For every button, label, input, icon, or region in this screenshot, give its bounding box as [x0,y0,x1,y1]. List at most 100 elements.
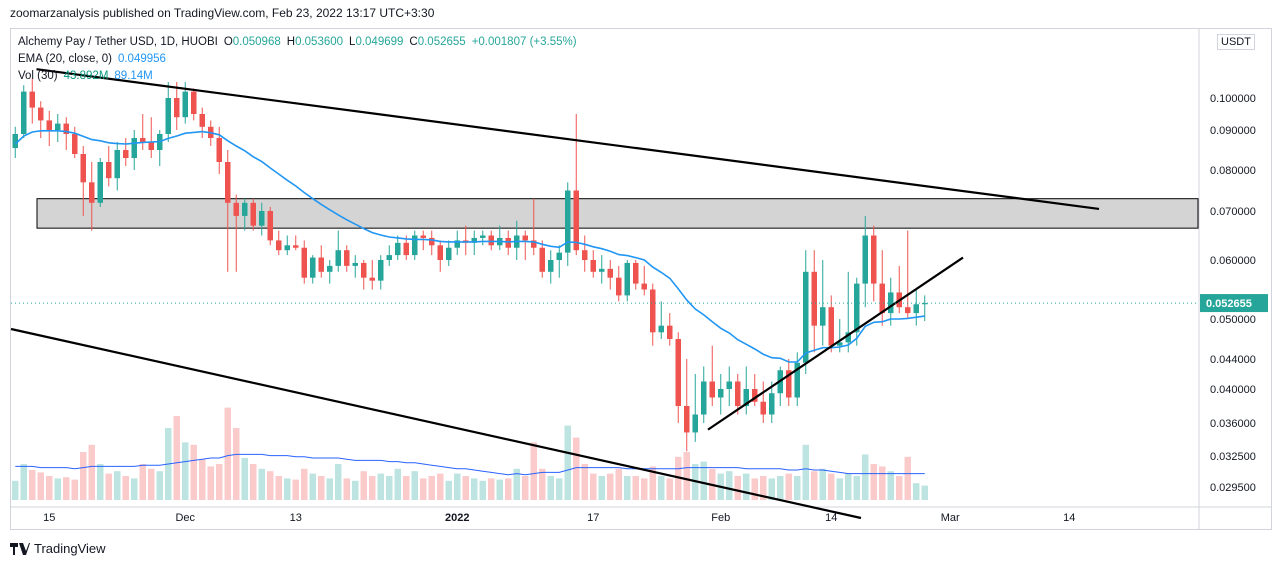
volume-bar [284,478,291,500]
candle-body [250,202,256,226]
candle-body [148,142,154,150]
candle-body [582,250,588,260]
volume-bar [649,466,656,500]
candle-body [403,242,409,256]
volume-bar [658,476,665,500]
volume-bar [403,476,410,500]
candle-body [165,98,171,134]
candle-body [752,389,758,402]
volume-bar [462,476,469,500]
candle-body [233,202,239,216]
candle-body [420,235,426,238]
candle-body [735,381,741,406]
volume-bar [173,416,180,500]
legend-ema-value: 0.049956 [117,53,166,65]
candle-body [599,268,605,272]
candle-body [72,134,78,154]
candle-body [191,91,197,114]
volume-bar [726,471,733,500]
candle-body [726,381,732,389]
candle-body [811,271,817,326]
time-tick-label: 17 [587,512,599,524]
price-tick-label: 0.100000 [1210,93,1256,105]
legend-volume-row[interactable]: Vol (30) 43.892M 89.14M [18,70,159,82]
volume-bar [819,468,826,500]
volume-bar [352,480,359,500]
candle-body [684,406,690,433]
candle-body [80,154,86,183]
volume-bar [581,464,588,500]
candle-body [225,162,231,203]
volume-ma-line [15,453,925,476]
volume-bar [802,444,809,500]
volume-bar [488,478,495,500]
volume-bar [471,478,478,500]
volume-bar [241,458,248,500]
volume-bar [105,473,112,500]
volume-bar [530,442,537,500]
candle-body [556,252,562,260]
candle-body [267,211,273,241]
volume-bar [258,468,265,500]
tradingview-logo-icon [10,542,30,555]
volume-bar [139,464,146,500]
candle-body [769,393,775,415]
time-tick-label: 13 [290,512,302,524]
volume-bar [445,480,452,500]
candle-body [437,245,443,260]
candle-body [573,190,579,251]
volume-bar [318,476,325,500]
candle-body [922,303,928,305]
candle-body [335,250,341,266]
volume-bar [598,476,605,500]
candle-body [871,235,877,284]
candle-body [548,260,554,272]
volume-bar [233,428,240,500]
volume-bar [267,471,274,500]
volume-bar [870,464,877,500]
legend-close: 0.052655 [417,36,466,48]
candle-body [616,277,622,296]
volume-bar [292,479,299,500]
volume-bar [760,476,767,500]
candle-body [565,190,571,253]
candle-body [641,283,647,290]
footer-brand[interactable]: TradingView [10,541,106,556]
candle-body [242,202,248,216]
candle-body [743,389,749,406]
chart-frame[interactable] [10,28,1272,530]
candle-body [786,370,792,398]
price-tick-label: 0.080000 [1210,165,1256,177]
legend-low: 0.049699 [355,36,404,48]
candle-body [12,134,18,148]
legend-close-label: C [409,36,418,48]
volume-bar [666,478,673,500]
volume-bar [743,473,750,500]
candle-body [760,401,766,415]
volume-bar [12,480,19,500]
candle-body [854,283,860,333]
volume-bar [386,476,393,500]
candle-body [454,240,460,248]
volume-bar [904,456,911,500]
volume-bar [437,473,444,500]
volume-bar [224,407,231,500]
volume-bar [199,459,206,500]
currency-label[interactable]: USDT [1217,34,1255,50]
trendline-upper-resistance [36,68,1100,211]
volume-bar [564,425,571,500]
volume-bar [301,468,308,500]
legend-vol-value1: 43.892M [63,70,109,82]
candle-body [709,381,715,398]
price-tick-label: 0.090000 [1210,125,1256,137]
candle-body [378,260,384,281]
volume-bar [80,452,87,500]
candle-body [879,283,885,314]
volume-bar [862,454,869,500]
ema-line [14,130,925,363]
price-tick-label: 0.070000 [1210,206,1256,218]
resistance-zone [36,198,1199,229]
legend-ema-row[interactable]: EMA (20, close, 0) 0.049956 [18,53,172,65]
time-tick-label: Dec [175,512,195,524]
